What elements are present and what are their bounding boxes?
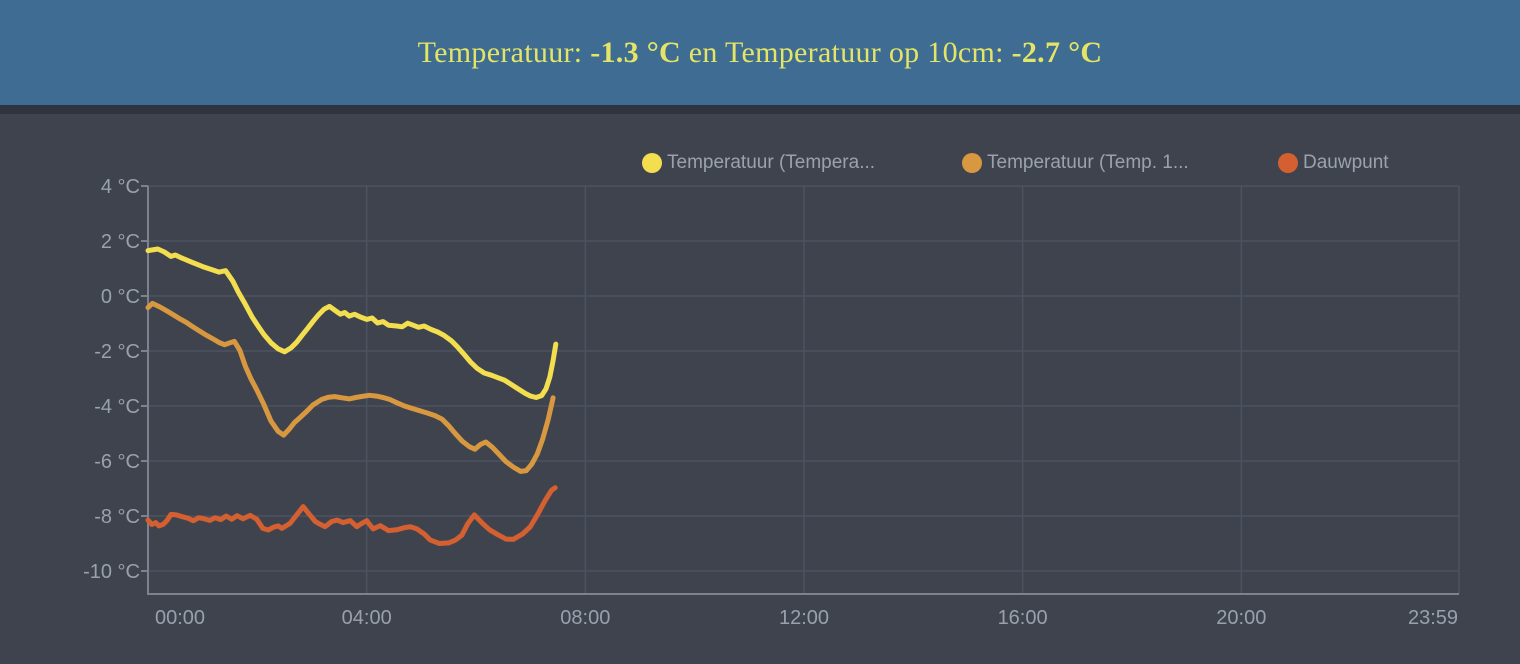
title-text-1: Temperatuur: (417, 35, 591, 69)
legend-marker-dauwpunt-icon (1278, 153, 1298, 173)
legend-label-dauwpunt: Dauwpunt (1303, 152, 1389, 173)
page-title: Temperatuur: -1.3 °C en Temperatuur op 1… (418, 36, 1103, 70)
x-tick-label: 20:00 (1216, 607, 1266, 629)
legend-item-dauwpunt[interactable]: Dauwpunt (1278, 151, 1389, 175)
legend-marker-temp-10cm-icon (962, 153, 982, 173)
x-tick-label: 00:00 (155, 607, 205, 629)
x-tick-label: 16:00 (998, 607, 1048, 629)
y-tick-label: -4 °C (94, 396, 140, 418)
legend-marker-temperature-icon (642, 153, 662, 173)
y-tick-label: -2 °C (94, 341, 140, 363)
title-value-temperature: -1.3 °C (590, 35, 681, 69)
y-tick-label: 4 °C (101, 176, 140, 198)
x-tick-label: 23:59 (1408, 607, 1458, 629)
y-tick-label: -6 °C (94, 451, 140, 473)
x-tick-label: 08:00 (560, 607, 610, 629)
series-line-2 (145, 485, 558, 546)
chart-legend: Temperatuur (Tempera... Temperatuur (Tem… (0, 151, 1520, 177)
legend-label-temp-10cm: Temperatuur (Temp. 1... (987, 152, 1189, 173)
title-text-2: en Temperatuur op 10cm: (680, 35, 1012, 69)
app-header: Temperatuur: -1.3 °C en Temperatuur op 1… (0, 0, 1520, 114)
title-value-temp-10cm: -2.7 °C (1011, 35, 1103, 69)
x-tick-label: 12:00 (779, 607, 829, 629)
temperature-chart: 4 °C 2 °C 0 °C -2 °C -4 °C -6 °C -8 °C -10 °C 00… (83, 176, 1460, 629)
axis-frame (147, 186, 1459, 595)
legend-label-temperature: Temperatuur (Tempera... (667, 152, 876, 173)
legend-item-temperature[interactable]: Temperatuur (Tempera... (642, 151, 875, 175)
y-tick-label: -8 °C (94, 506, 140, 528)
x-tick-label: 04:00 (342, 607, 392, 629)
y-tick-label: 2 °C (101, 231, 140, 253)
legend-item-temp-10cm[interactable]: Temperatuur (Temp. 1... (962, 151, 1189, 175)
series-line-1 (145, 300, 556, 474)
series-line-0 (145, 246, 559, 400)
y-tick-label: 0 °C (101, 286, 140, 308)
y-tick-label: -10 °C (83, 561, 140, 583)
